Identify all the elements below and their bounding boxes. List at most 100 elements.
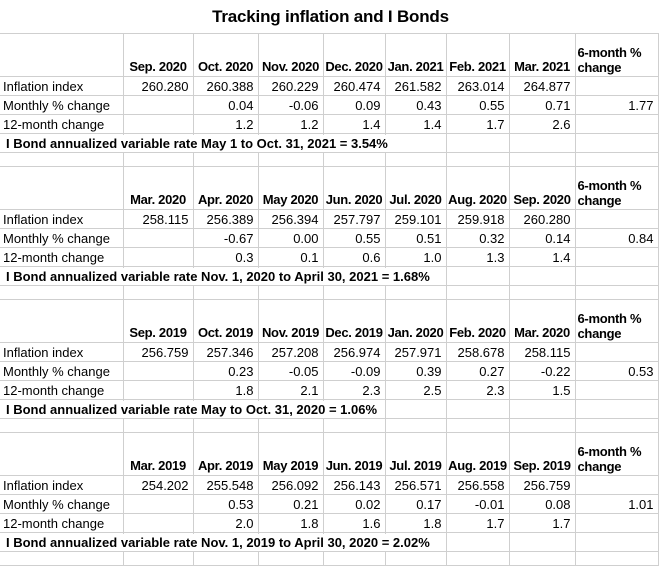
month-header-cell: Sep. 2020 <box>122 33 194 77</box>
value-cell: 256.394 <box>257 209 324 229</box>
ibond-rate-text: I Bond annualized variable rate Nov. 1, … <box>3 267 434 285</box>
value-cell: 260.280 <box>122 76 194 96</box>
value-cell: 260.229 <box>257 76 324 96</box>
inflation-index-row: Inflation index 256.759 257.346 257.208 … <box>0 342 659 362</box>
value-cell: 259.101 <box>384 209 447 229</box>
value-cell: 258.115 <box>508 342 576 362</box>
value-cell: 2.3 <box>445 380 510 400</box>
month-header-row: Mar. 2019 Apr. 2019 May 2019 Jun. 2019 J… <box>0 432 659 476</box>
empty-cell <box>445 133 510 153</box>
value-cell: 0.32 <box>445 228 510 248</box>
empty-cell <box>322 285 386 300</box>
empty-cell <box>574 76 659 96</box>
twelve-month-row: 12-month change 2.0 1.8 1.6 1.8 1.7 1.7 <box>0 513 659 533</box>
value-cell: 257.346 <box>192 342 259 362</box>
spacer-row <box>0 285 659 300</box>
value-cell: 1.8 <box>192 380 259 400</box>
value-cell: 260.280 <box>508 209 576 229</box>
value-cell: 256.759 <box>122 342 194 362</box>
month-header-cell: May 2019 <box>257 432 324 476</box>
empty-cell <box>574 399 659 419</box>
value-cell: -0.67 <box>192 228 259 248</box>
value-cell: 0.51 <box>384 228 447 248</box>
empty-cell <box>445 418 510 433</box>
value-cell: 0.1 <box>257 247 324 267</box>
twelve-month-row: 12-month change 0.3 0.1 0.6 1.0 1.3 1.4 <box>0 247 659 267</box>
value-cell: 0.08 <box>508 494 576 514</box>
ibond-rate-cell: I Bond annualized variable rate May to O… <box>0 399 382 419</box>
value-cell: 256.571 <box>384 475 447 495</box>
row-label: Inflation index <box>0 475 124 495</box>
value-cell: 0.27 <box>445 361 510 381</box>
month-header-cell: Jan. 2021 <box>384 33 447 77</box>
value-cell: 256.143 <box>322 475 386 495</box>
value-cell <box>122 513 194 533</box>
value-cell: -0.06 <box>257 95 324 115</box>
empty-cell <box>0 418 124 433</box>
empty-cell <box>257 285 324 300</box>
value-cell <box>122 380 194 400</box>
empty-cell <box>0 551 124 566</box>
month-header-cell: Mar. 2021 <box>508 33 576 77</box>
value-cell: 1.7 <box>508 513 576 533</box>
value-cell: -0.09 <box>322 361 386 381</box>
empty-cell <box>192 418 259 433</box>
month-header-row: Sep. 2020 Oct. 2020 Nov. 2020 Dec. 2020 … <box>0 33 659 77</box>
value-cell: 1.6 <box>322 513 386 533</box>
value-cell: 1.2 <box>192 114 259 134</box>
month-header-cell: May 2020 <box>257 166 324 210</box>
empty-cell <box>122 152 194 167</box>
empty-cell <box>0 166 124 210</box>
row-label: Monthly % change <box>0 494 124 514</box>
empty-cell <box>508 532 576 552</box>
value-cell: 256.092 <box>257 475 324 495</box>
ibond-rate-row: I Bond annualized variable rate Nov. 1, … <box>0 266 659 286</box>
empty-cell <box>574 513 659 533</box>
six-month-header-cell: 6-month % change <box>574 299 659 343</box>
empty-cell <box>257 551 324 566</box>
ibond-rate-row: I Bond annualized variable rate May 1 to… <box>0 133 659 153</box>
value-cell: 1.4 <box>508 247 576 267</box>
empty-cell <box>574 475 659 495</box>
empty-cell <box>574 114 659 134</box>
month-header-cell: Nov. 2019 <box>257 299 324 343</box>
empty-cell <box>574 342 659 362</box>
row-label: Inflation index <box>0 209 124 229</box>
empty-cell <box>0 285 124 300</box>
month-header-cell: Mar. 2019 <box>122 432 194 476</box>
empty-cell <box>574 380 659 400</box>
value-cell: 1.8 <box>384 513 447 533</box>
empty-cell <box>574 133 659 153</box>
empty-cell <box>508 399 576 419</box>
row-label: Inflation index <box>0 76 124 96</box>
month-header-cell: Jun. 2019 <box>322 432 386 476</box>
month-header-cell: Aug. 2020 <box>445 166 510 210</box>
value-cell: 1.7 <box>445 513 510 533</box>
empty-cell <box>508 285 576 300</box>
value-cell: 2.0 <box>192 513 259 533</box>
value-cell: 257.971 <box>384 342 447 362</box>
empty-cell <box>574 551 659 566</box>
month-header-row: Mar. 2020 Apr. 2020 May 2020 Jun. 2020 J… <box>0 166 659 210</box>
monthly-change-row: Monthly % change -0.67 0.00 0.55 0.51 0.… <box>0 228 659 248</box>
value-cell: 1.4 <box>322 114 386 134</box>
row-label: Inflation index <box>0 342 124 362</box>
ibond-rate-text: I Bond annualized variable rate May 1 to… <box>3 134 392 152</box>
ibond-rate-row: I Bond annualized variable rate Nov. 1, … <box>0 532 659 552</box>
empty-cell <box>508 551 576 566</box>
empty-cell <box>445 152 510 167</box>
empty-cell <box>122 551 194 566</box>
empty-cell <box>384 133 447 153</box>
empty-cell <box>322 152 386 167</box>
six-month-value-cell: 1.01 <box>574 494 659 514</box>
value-cell <box>122 95 194 115</box>
month-header-cell: Jul. 2020 <box>384 166 447 210</box>
empty-cell <box>508 133 576 153</box>
six-month-value-cell: 0.53 <box>574 361 659 381</box>
six-month-value-cell: 1.77 <box>574 95 659 115</box>
empty-cell <box>574 209 659 229</box>
ibond-rate-text: I Bond annualized variable rate May to O… <box>3 400 382 418</box>
empty-cell <box>322 418 386 433</box>
month-header-cell: Oct. 2019 <box>192 299 259 343</box>
value-cell: 256.759 <box>508 475 576 495</box>
